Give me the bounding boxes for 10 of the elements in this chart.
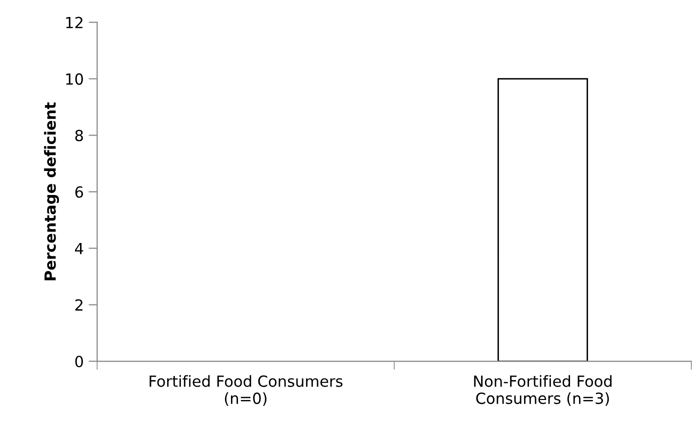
y-tick-label: 10 <box>66 73 83 85</box>
y-tick-label: 12 <box>66 16 82 28</box>
y-tick-label: 0 <box>75 356 83 368</box>
y-tick-label: 6 <box>75 186 84 198</box>
y-tick-label: 4 <box>74 242 84 254</box>
x-tick-label: Fortified Food Consumers (n=0) <box>150 375 342 406</box>
y-tick-label: 2 <box>75 299 82 311</box>
y-axis-title: Percentage deficient <box>44 102 59 280</box>
y-tick-label: 8 <box>75 130 83 142</box>
x-tick-label: Non-Fortified Food Consumers (n=3) <box>474 375 612 406</box>
